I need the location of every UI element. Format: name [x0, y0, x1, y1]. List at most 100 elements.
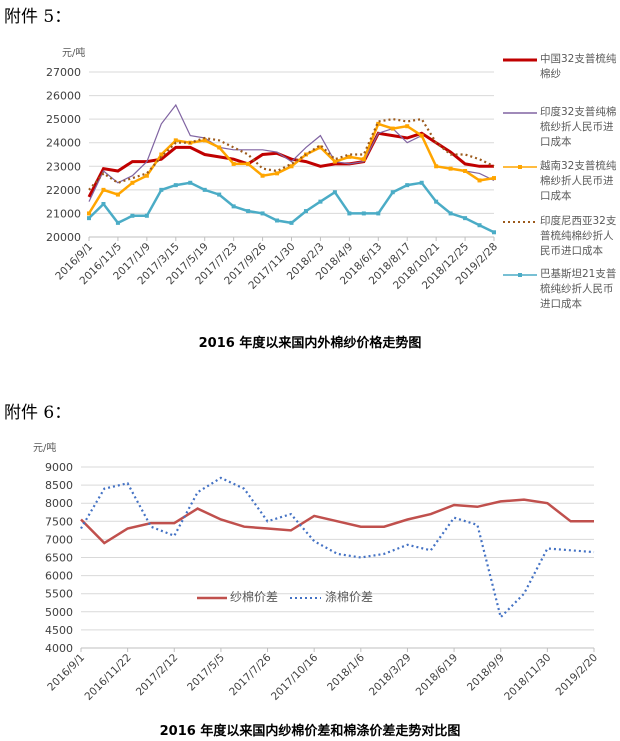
y-tick-label: 24000: [46, 137, 81, 150]
data-marker: [434, 164, 439, 169]
data-marker: [246, 209, 251, 214]
data-marker: [492, 176, 496, 181]
data-marker: [376, 121, 381, 126]
data-marker: [260, 211, 265, 216]
data-marker: [260, 173, 265, 178]
data-marker: [144, 173, 149, 178]
y-tick-label: 4000: [45, 642, 73, 655]
y-tick-label: 21000: [46, 207, 81, 220]
data-marker: [318, 199, 323, 204]
data-marker: [332, 159, 337, 164]
data-marker: [231, 204, 236, 209]
y-tick-label: 22000: [46, 184, 81, 197]
data-marker: [405, 124, 410, 129]
x-tick-label: 2018/1/6: [325, 651, 367, 693]
x-tick-label: 2017/7/26: [227, 651, 274, 698]
data-marker: [159, 152, 164, 157]
chart-1-title: 2016 年度以来国内外棉纱价格走势图: [198, 336, 422, 351]
chart-2-title: 2016 年度以来国内纱棉价差和棉涤价差走势对比图: [159, 724, 461, 739]
y-tick-label: 25000: [46, 113, 81, 126]
legend-marker: [518, 165, 522, 169]
data-marker: [347, 154, 352, 159]
data-marker: [115, 220, 120, 225]
y-tick-label: 6500: [45, 552, 73, 565]
data-marker: [188, 180, 193, 185]
y-tick-label: 27000: [46, 66, 81, 79]
y-tick-label: 8000: [45, 497, 73, 510]
data-marker: [173, 138, 178, 143]
y-tick-label: 5500: [45, 588, 73, 601]
legend-label: 印度尼西亚32支普梳纯棉纱折人民币进口成本: [540, 215, 617, 257]
x-tick-label: 2018/3/29: [367, 652, 414, 699]
x-tick-label: 2017/2/12: [134, 652, 181, 699]
legend-label: 越南32支普梳纯棉纱折人民币进口成本: [540, 160, 617, 202]
data-marker: [492, 230, 496, 235]
x-tick-label: 2018/9/9: [465, 652, 507, 694]
data-marker: [246, 161, 251, 166]
data-marker: [477, 223, 482, 228]
x-tick-label: 2016/9/1: [45, 652, 87, 694]
data-marker: [115, 192, 120, 197]
x-tick-label: 2017/10/16: [269, 651, 321, 703]
data-marker: [101, 202, 106, 206]
y-tick-label: 6000: [45, 570, 73, 583]
y-tick-label: 9000: [45, 461, 73, 474]
y-tick-label: 5000: [45, 606, 73, 619]
data-marker: [231, 161, 236, 166]
data-marker: [130, 180, 135, 185]
data-marker: [390, 190, 395, 195]
data-marker: [217, 145, 222, 150]
y-tick-label: 7500: [45, 515, 73, 528]
x-tick-label: 2019/2/20: [554, 652, 601, 699]
data-marker: [332, 190, 337, 195]
data-marker: [202, 187, 207, 192]
y-tick-label: 23000: [46, 160, 81, 173]
data-marker: [275, 171, 280, 176]
data-marker: [463, 216, 468, 221]
data-marker: [419, 180, 424, 185]
data-marker: [87, 211, 91, 216]
x-tick-label: 2018/11/30: [502, 652, 553, 703]
legend-label: 印度32支普纯棉梳纱折人民币进口成本: [540, 106, 617, 148]
data-marker: [361, 157, 366, 162]
y-tick-label: 4500: [45, 624, 73, 637]
data-marker: [275, 218, 280, 223]
legend-label: 涤棉价差: [325, 590, 374, 604]
legend-label: 纱棉价差: [230, 590, 279, 604]
data-marker: [405, 183, 410, 188]
legend-marker: [518, 273, 522, 277]
data-marker: [419, 133, 424, 138]
legend-label: 巴基斯坦21支普梳纯纱折人民币进口成本: [540, 268, 617, 310]
data-marker: [144, 213, 149, 218]
data-marker: [448, 166, 453, 171]
attachment-6-label: 附件 6：: [4, 403, 72, 423]
data-marker: [463, 169, 468, 173]
data-marker: [289, 220, 294, 225]
data-marker: [390, 126, 395, 131]
data-marker: [130, 213, 135, 218]
data-marker: [434, 199, 439, 204]
data-marker: [477, 178, 482, 183]
data-marker: [159, 187, 164, 192]
attachment-5-label: 附件 5：: [4, 7, 72, 27]
data-marker: [217, 192, 222, 197]
y-tick-label: 8500: [45, 479, 73, 492]
y-axis-unit: 元/吨: [62, 46, 85, 59]
series-line-1-0: [80, 498, 594, 545]
data-marker: [347, 211, 352, 216]
y-tick-label: 7000: [45, 533, 73, 546]
data-marker: [202, 138, 207, 143]
data-marker: [289, 164, 294, 169]
data-marker: [303, 209, 308, 214]
x-tick-label: 2017/5/5: [185, 652, 227, 694]
x-tick-label: 2016/11/22: [82, 652, 133, 703]
data-marker: [448, 211, 453, 216]
legend-label: 中国32支普梳纯棉纱: [540, 53, 617, 80]
data-marker: [318, 145, 323, 150]
data-marker: [101, 187, 106, 192]
y-tick-label: 20000: [46, 231, 81, 244]
data-marker: [361, 211, 366, 216]
y-tick-label: 26000: [46, 90, 81, 103]
